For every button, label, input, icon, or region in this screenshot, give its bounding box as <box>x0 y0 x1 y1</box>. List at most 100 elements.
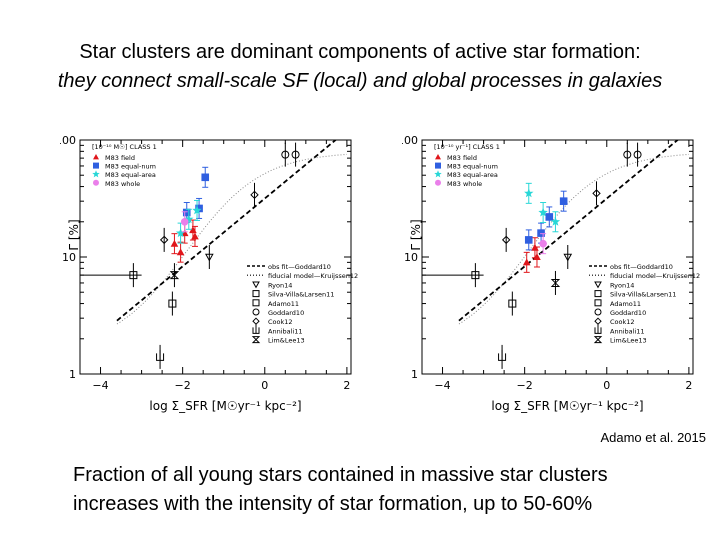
inset-label: [10⁻¹⁰ yr⁻¹] CLASS 1 <box>434 143 500 151</box>
literature-point <box>563 253 573 262</box>
y-tick-label: 10 <box>404 251 418 264</box>
chart-svg: −4 −2 0 2 1 10 100 log Σ_SFR [M☉yr⁻¹ kpc⁻²] Γ [%… <box>60 134 358 413</box>
literature-point <box>623 150 632 159</box>
x-tick-label: 0 <box>261 379 268 392</box>
y-axis-label: Γ [%] <box>67 219 81 250</box>
legend-marker <box>93 162 99 169</box>
legend-entry: Goddard10 <box>610 309 646 317</box>
legend-entry: Cook12 <box>268 318 293 326</box>
legend-marker <box>252 308 260 316</box>
x-tick-label: −2 <box>175 379 191 392</box>
legend-marker <box>93 154 99 160</box>
legend-entry: M83 equal-num <box>447 163 498 171</box>
legend-marker <box>251 336 261 344</box>
legend-entry: Goddard10 <box>268 309 304 317</box>
legend-marker <box>593 336 603 344</box>
caption-line-1: Fraction of all young stars contained in… <box>73 464 608 486</box>
data-point <box>195 204 203 213</box>
data-point <box>192 205 202 215</box>
legend-entry: M83 whole <box>447 180 482 188</box>
legend-marker <box>435 154 441 160</box>
legend-entry: M83 equal-num <box>105 163 156 171</box>
legend-entry: Ryon14 <box>610 281 634 289</box>
literature-point <box>204 253 214 262</box>
data-point <box>201 173 210 182</box>
legend-marker <box>252 281 260 289</box>
data-point <box>184 214 194 224</box>
legend-entry: Lim&Lee13 <box>610 337 647 345</box>
legend-entry: Annibali11 <box>268 327 302 335</box>
legend-marker <box>594 299 602 307</box>
data-point <box>191 232 199 240</box>
slide-title: Star clusters are dominant components of… <box>0 38 720 96</box>
y-tick-label: 100 <box>402 134 418 147</box>
legend-entry: Lim&Lee13 <box>268 337 305 345</box>
data-point <box>182 208 191 217</box>
literature-point <box>633 150 642 159</box>
legend-marker <box>434 170 442 178</box>
literature-point <box>156 349 165 361</box>
slide-caption: Fraction of all young stars contained in… <box>73 461 713 519</box>
y-tick-label: 1 <box>411 368 418 381</box>
y-tick-label: 10 <box>62 251 76 264</box>
obs-fit-line <box>458 140 679 322</box>
plot-area <box>80 140 347 369</box>
obs-fit-line <box>116 140 337 322</box>
data-point <box>550 216 561 226</box>
y-tick-label: 100 <box>60 134 76 147</box>
x-tick-label: −4 <box>92 379 108 392</box>
x-axis-label: log Σ_SFR [M☉yr⁻¹ kpc⁻²] <box>491 399 643 413</box>
literature-point <box>129 271 138 280</box>
data-point <box>180 229 189 237</box>
literature-point <box>508 299 517 308</box>
legend-entry: Ryon14 <box>268 281 292 289</box>
literature-point <box>550 278 561 287</box>
legend-marker <box>93 179 99 186</box>
data-point <box>539 239 547 248</box>
data-point <box>180 217 189 226</box>
legend-entry: Adamo11 <box>610 300 641 308</box>
data-point <box>537 229 545 237</box>
legend-marker <box>252 317 260 325</box>
data-point <box>524 236 533 244</box>
plot-area <box>422 140 689 369</box>
literature-point <box>250 190 259 200</box>
legend-entry: M83 field <box>105 154 135 162</box>
literature-point <box>281 150 290 159</box>
legend-marker <box>594 308 602 316</box>
title-line-2: they connect small-scale SF (local) and … <box>57 70 663 92</box>
legend-entry: M83 equal-area <box>105 171 156 179</box>
legend-marker <box>252 324 260 334</box>
literature-point <box>498 349 507 361</box>
legend-marker <box>594 324 602 334</box>
literature-point <box>159 235 169 245</box>
x-tick-label: 2 <box>343 379 350 392</box>
data-point <box>175 228 186 238</box>
legend-marker <box>594 290 602 298</box>
chart-panel-left: −4 −2 0 2 1 10 100 log Σ_SFR [M☉yr⁻¹ kpc⁻²] Γ [%… <box>60 128 362 418</box>
legend-entry: M83 whole <box>105 180 140 188</box>
y-axis-label: Γ [%] <box>409 219 423 250</box>
citation: Adamo et al. 2015 <box>600 430 706 445</box>
data-point <box>522 258 531 266</box>
legend-entry: obs fit—Goddard10 <box>268 263 331 271</box>
chart-svg: −4 −2 0 2 1 10 100 log Σ_SFR [M☉yr⁻¹ kpc⁻²] Γ [%… <box>402 134 700 413</box>
chart-panel-right: −4 −2 0 2 1 10 100 log Σ_SFR [M☉yr⁻¹ kpc⁻²] Γ [%… <box>402 128 704 418</box>
data-point <box>559 197 568 205</box>
caption-line-2: increases with the intensity of star for… <box>73 493 593 515</box>
literature-point <box>291 150 300 159</box>
data-point <box>176 248 185 256</box>
legend-entry: Silva-Villa&Larsen11 <box>610 291 676 299</box>
legend-marker <box>252 299 260 307</box>
x-tick-label: −2 <box>517 379 533 392</box>
legend-marker <box>252 290 260 298</box>
fiducial-model-curve <box>458 153 689 325</box>
legend-entry: Adamo11 <box>268 300 299 308</box>
legend-marker <box>435 162 441 169</box>
literature-point <box>592 189 601 198</box>
literature-point <box>501 235 511 245</box>
legend-entry: M83 field <box>447 154 477 162</box>
legend-entry: fiducial model—Kruijssen12 <box>268 272 358 280</box>
data-point <box>538 207 548 217</box>
legend-marker <box>594 281 602 289</box>
